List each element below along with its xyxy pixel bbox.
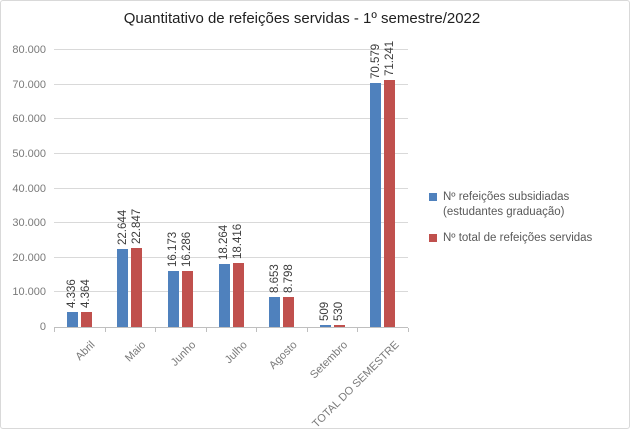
legend-marker-blue-icon [429, 193, 437, 201]
bar-value-label: 18.416 [232, 224, 244, 260]
y-gridline [54, 222, 408, 224]
bar-value-label: 22.644 [116, 209, 129, 245]
legend-label: Nº refeições subsidiadas (estudantes gra… [443, 191, 570, 218]
bar [131, 247, 143, 327]
legend-label: Nº total de refeições servidas [443, 232, 593, 244]
y-axis-tick-label: 20.000 [12, 251, 46, 264]
legend-item-subsidiadas: Nº refeições subsidiadas (estudantes gra… [429, 190, 625, 220]
x-axis-category-label: Agosto [267, 339, 301, 372]
bar [283, 296, 295, 327]
y-gridline [54, 118, 408, 120]
bar-value-label: 16.173 [167, 231, 180, 267]
bar-value-label: 4.364 [80, 279, 93, 308]
y-axis-tick-label: 80.000 [12, 44, 46, 56]
bar [66, 311, 78, 327]
x-axis-tick [54, 328, 55, 332]
y-axis-tick-label: 70.000 [12, 78, 46, 91]
bar-value-label: 4.336 [66, 279, 79, 308]
y-axis-tick-label: 30.000 [12, 217, 46, 230]
x-axis-category-label: Julho [222, 339, 250, 367]
legend: Nº refeições subsidiadas (estudantes gra… [429, 190, 625, 257]
x-axis-category-label: Junho [169, 339, 199, 369]
bar-value-label: 22.847 [130, 208, 143, 244]
bar [370, 82, 382, 327]
y-gridline [54, 187, 408, 189]
y-axis-tick-label: 0 [39, 321, 46, 333]
y-axis-tick-label: 10.000 [12, 286, 46, 299]
bar-value-label: 70.579 [369, 43, 382, 79]
bar [384, 80, 396, 327]
bar [80, 311, 92, 327]
x-axis-tick [155, 328, 157, 332]
y-gridline [54, 256, 408, 258]
x-axis-tick [357, 328, 359, 332]
y-gridline [54, 83, 408, 85]
y-gridline [54, 49, 408, 50]
bar-value-label: 71.241 [383, 41, 396, 77]
x-axis-tick [104, 328, 106, 332]
bar [319, 325, 331, 327]
bar [167, 271, 179, 327]
y-axis-tick-label: 50.000 [12, 147, 46, 160]
x-axis-tick [306, 328, 308, 332]
bar [232, 263, 244, 327]
x-axis-tick [408, 328, 409, 332]
bar [333, 325, 345, 327]
x-axis-line [54, 327, 408, 328]
legend-marker-red-icon [429, 234, 437, 242]
bar-value-label: 8.798 [282, 263, 295, 293]
bar-value-label: 530 [333, 301, 346, 322]
x-axis-category-label: Setembro [308, 339, 351, 382]
bar-value-label: 509 [319, 302, 332, 322]
x-axis-tick [205, 328, 207, 332]
y-gridline [54, 152, 408, 154]
y-axis-tick-label: 60.000 [12, 113, 46, 126]
bar-value-label: 18.264 [218, 224, 230, 260]
bar-value-label: 8.653 [268, 264, 281, 294]
legend-item-total: Nº total de refeições servidas [429, 231, 625, 246]
bar [117, 248, 129, 327]
y-axis-tick-label: 40.000 [12, 182, 46, 195]
x-axis-category-label: Abril [73, 339, 98, 364]
bar-value-label: 16.286 [181, 231, 194, 267]
bar [181, 270, 193, 327]
bar [218, 263, 230, 327]
bar [269, 297, 281, 327]
x-axis-category-label: Maio [122, 339, 149, 365]
y-gridline [54, 291, 408, 293]
chart-title: Quantitativo de refeições servidas - 1º … [123, 10, 481, 27]
x-axis-tick [256, 328, 258, 332]
x-axis-category-label: TOTAL DO SEMESTRE [309, 339, 402, 429]
